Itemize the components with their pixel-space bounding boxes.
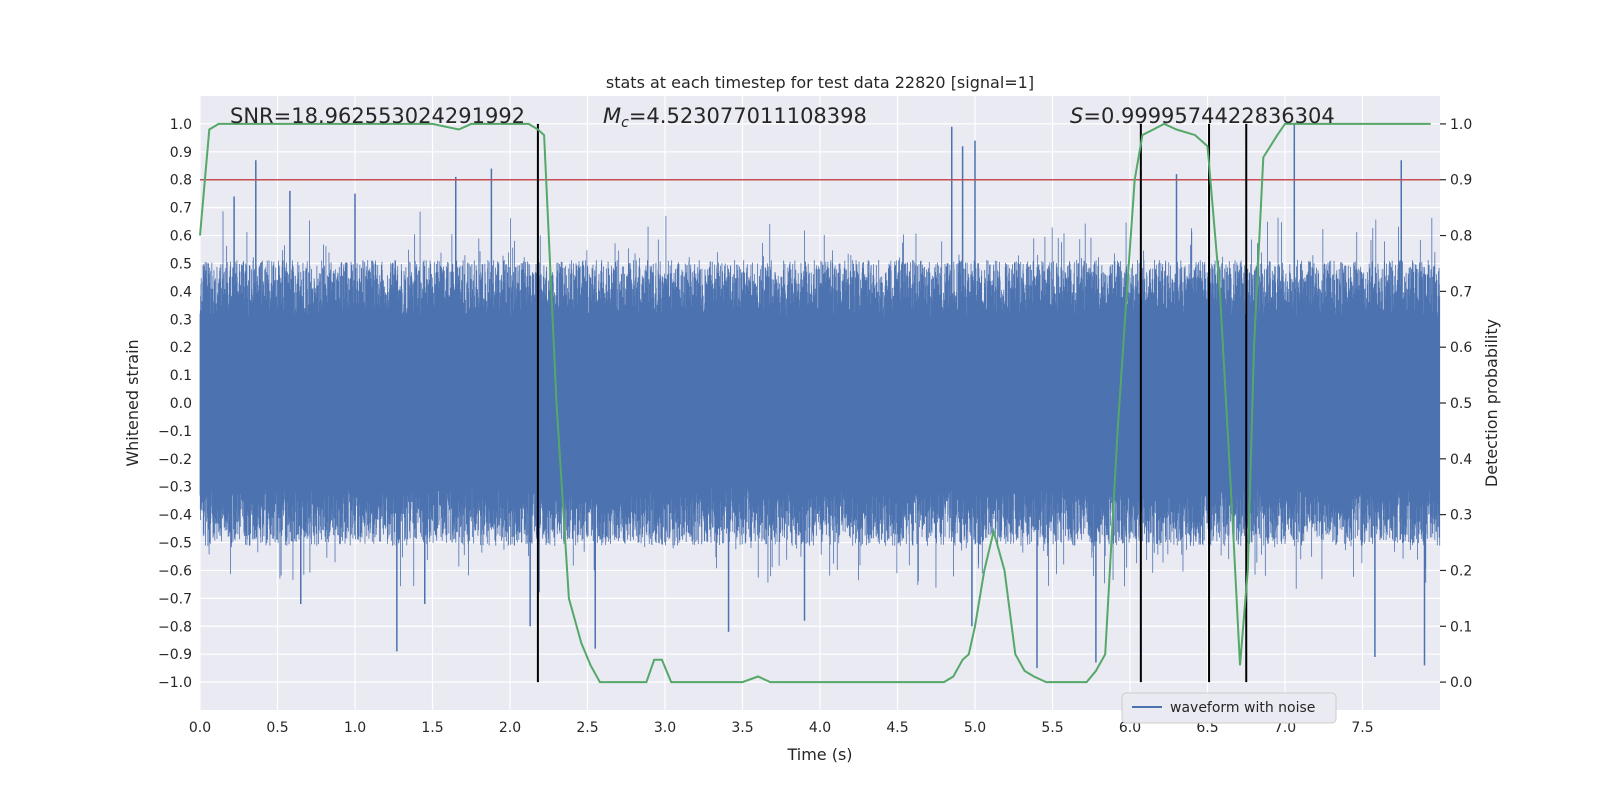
y-tick-label-5: −0.5 [158, 536, 192, 552]
mc-subscript: c [621, 115, 629, 131]
mc-symbol: M [603, 104, 621, 128]
legend: waveform with noise [1121, 692, 1337, 724]
y-tick-label-6: −0.4 [158, 508, 192, 524]
y2-tick-label-6: 0.6 [1450, 340, 1472, 356]
x-tick-label-2: 1.0 [344, 720, 366, 736]
y-tick-label-11: 0.1 [170, 368, 192, 384]
x-tick-label-9: 4.5 [886, 720, 908, 736]
y-tick-label-9: −0.1 [158, 424, 192, 440]
significance-annotation: S=0.9999574422836304 [1070, 104, 1335, 128]
detection-probability-line [199, 122, 1431, 684]
probability-series [199, 122, 1431, 684]
y-tick-label-13: 0.3 [170, 312, 192, 328]
y2-axis-label: Detection probability [1482, 319, 1501, 487]
y-tick-label-4: −0.6 [158, 563, 192, 579]
y2-tick-label-7: 0.7 [1450, 284, 1472, 300]
x-tick-label-6: 3.0 [654, 720, 676, 736]
x-tick-label-13: 6.5 [1196, 720, 1218, 736]
x-tick-label-14: 7.0 [1274, 720, 1296, 736]
y2-tick-label-4: 0.4 [1450, 452, 1472, 468]
x-tick-label-5: 2.5 [576, 720, 598, 736]
s-symbol: S [1070, 104, 1083, 128]
y-tick-label-12: 0.2 [170, 340, 192, 356]
x-tick-label-12: 6.0 [1119, 720, 1141, 736]
y-tick-label-0: −1.0 [158, 675, 192, 691]
y-tick-label-20: 1.0 [170, 117, 192, 133]
y2-tick-label-9: 0.9 [1450, 173, 1472, 189]
y2-tick-label-3: 0.3 [1450, 508, 1472, 524]
chart-title: stats at each timestep for test data 228… [606, 73, 1034, 92]
legend-box [1121, 692, 1337, 724]
y-tick-label-10: 0.0 [170, 396, 192, 412]
y-tick-label-1: −0.9 [158, 647, 192, 663]
x-tick-label-15: 7.5 [1351, 720, 1373, 736]
waveform-body [199, 211, 1441, 593]
y-tick-label-17: 0.7 [170, 201, 192, 217]
y-tick-label-15: 0.5 [170, 256, 192, 272]
mc-value: =4.523077011108398 [629, 104, 867, 128]
y-tick-label-19: 0.9 [170, 145, 192, 161]
vertical-lines [536, 123, 1248, 683]
y-tick-label-14: 0.4 [170, 284, 192, 300]
snr-annotation: SNR=18.962553024291992 [230, 104, 525, 128]
x-tick-label-3: 1.5 [421, 720, 443, 736]
y-tick-label-8: −0.2 [158, 452, 192, 468]
y2-tick-label-1: 0.1 [1450, 619, 1472, 635]
x-tick-label-11: 5.5 [1041, 720, 1063, 736]
x-axis-ticks: 0.0 0.5 1.0 1.5 2.0 2.5 3.0 3.5 4.0 4.5 5.0 5.5 6.0 6… [189, 720, 1374, 736]
y-tick-label-3: −0.7 [158, 591, 192, 607]
x-axis-label: Time (s) [786, 745, 852, 764]
y-tick-label-16: 0.6 [170, 229, 192, 245]
x-tick-label-8: 4.0 [809, 720, 831, 736]
y2-tick-label-0: 0.0 [1450, 675, 1472, 691]
y-axis-ticks: −1.0 −0.9 −0.8 −0.7 −0.6 −0.5 −0.4 −0.3 −0.2 −0.1… [158, 117, 192, 691]
y-tick-label-7: −0.3 [158, 480, 192, 496]
y2-axis-ticks: 0.0 0.1 0.2 0.3 0.4 0.5 0.6 0.7 0.8 0.9 1.0 [1440, 117, 1472, 691]
y-tick-label-2: −0.8 [158, 619, 192, 635]
y-tick-label-18: 0.8 [170, 173, 192, 189]
y2-tick-label-5: 0.5 [1450, 396, 1472, 412]
x-tick-label-10: 5.0 [964, 720, 986, 736]
y2-tick-label-10: 1.0 [1450, 117, 1472, 133]
s-value: =0.9999574422836304 [1083, 104, 1334, 128]
x-tick-label-4: 2.0 [499, 720, 521, 736]
y2-tick-label-2: 0.2 [1450, 563, 1472, 579]
x-tick-label-7: 3.5 [731, 720, 753, 736]
x-tick-label-0: 0.0 [189, 720, 211, 736]
legend-entry-waveform: waveform with noise [1170, 700, 1315, 716]
waveform-series [199, 123, 1441, 669]
chirp-mass-annotation: Mc=4.523077011108398 [603, 104, 867, 131]
y-axis-label: Whitened strain [123, 339, 142, 466]
x-tick-label-1: 0.5 [266, 720, 288, 736]
y2-tick-label-8: 0.8 [1450, 229, 1472, 245]
